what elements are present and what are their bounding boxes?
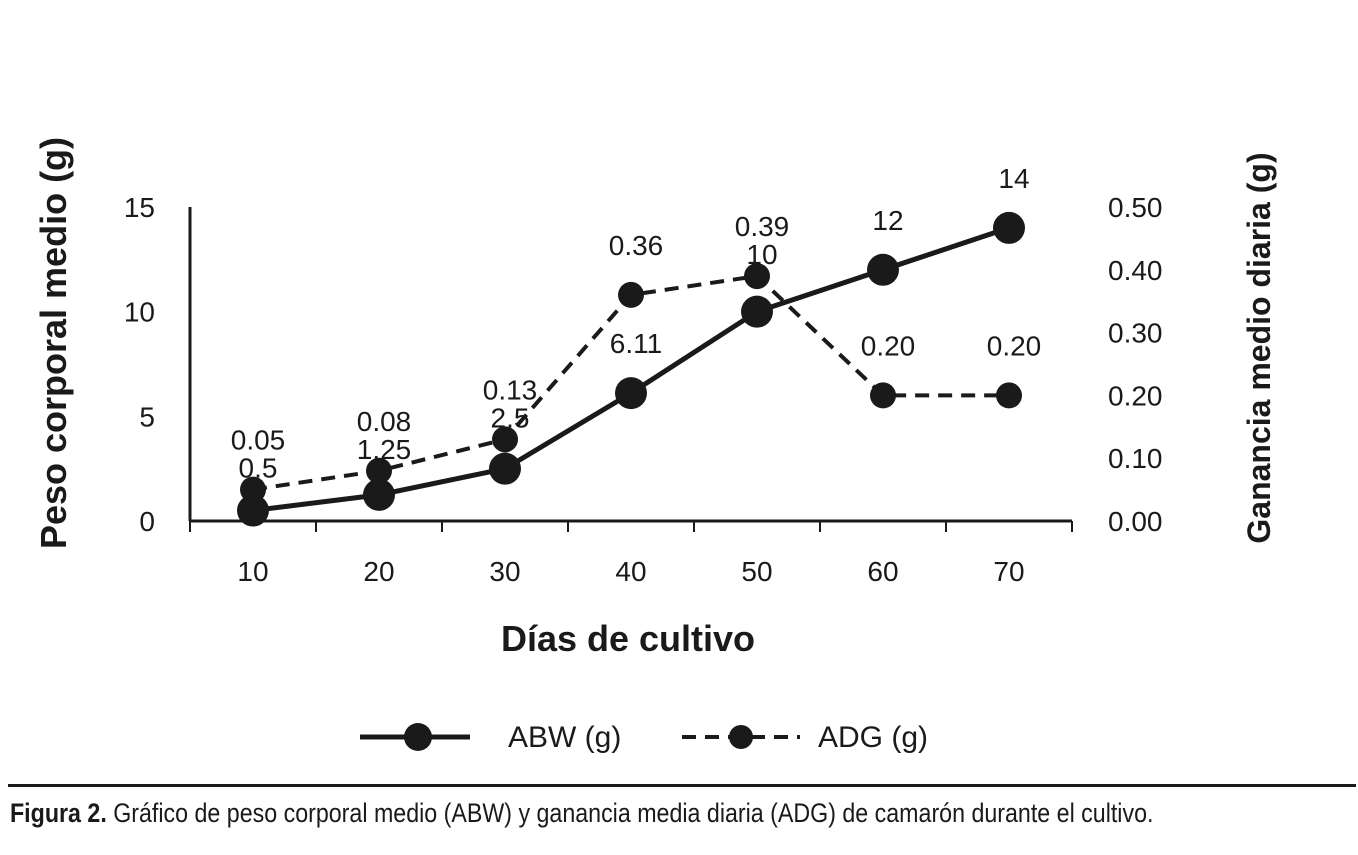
adg-legend-label: ADG (g)	[818, 721, 928, 754]
y2-tick-label: 0.40	[1108, 255, 1163, 286]
axes: 10 20 30 40 50 60 70 0 5 10 15 0.00 0.10 0.20 0.30 0.40…	[124, 192, 1163, 587]
y2-tick-label: 0.50	[1108, 192, 1163, 223]
y-tick-label: 10	[124, 297, 155, 328]
y2-axis-title: Ganancia medio diaria (g)	[1241, 152, 1277, 543]
adg-point	[492, 426, 518, 453]
x-axis-title: Días de cultivo	[501, 618, 755, 659]
y-axis-title: Peso corporal medio (g)	[33, 137, 74, 549]
adg-point	[366, 457, 392, 484]
y2-tick-label: 0.00	[1108, 506, 1163, 537]
y2-tick-label: 0.30	[1108, 318, 1163, 349]
abw-legend-marker	[404, 723, 432, 751]
abw-data-label: 2.5	[491, 402, 530, 433]
adg-legend-marker	[729, 725, 753, 749]
abw-data-label: 14	[998, 163, 1029, 194]
abw-point	[489, 452, 521, 485]
figure-caption: Figura 2. Gráfico de peso corporal medio…	[10, 798, 1167, 829]
adg-data-label: 0.20	[861, 330, 916, 361]
adg-point	[870, 382, 896, 409]
chart: 10 20 30 40 50 60 70 0 5 10 15 0.00 0.10 0.20 0.30 0.40…	[33, 137, 1277, 754]
x-tick-label: 10	[237, 556, 268, 587]
x-tick-label: 50	[741, 556, 772, 587]
x-tick-label: 70	[993, 556, 1024, 587]
abw-data-label: 6.11	[610, 328, 662, 359]
legend: ABW (g) ADG (g)	[360, 721, 928, 754]
abw-point	[741, 295, 773, 328]
adg-point	[996, 382, 1022, 409]
abw-point	[237, 494, 269, 527]
adg-data-label: 0.20	[987, 330, 1042, 361]
abw-point	[867, 253, 899, 286]
adg-point	[618, 281, 644, 308]
x-tick-label: 20	[363, 556, 394, 587]
caption-label: Figura 2.	[10, 798, 107, 828]
y2-tick-label: 0.10	[1108, 443, 1163, 474]
abw-data-label: 12	[872, 205, 903, 236]
x-tick-label: 40	[615, 556, 646, 587]
x-tick-label: 30	[489, 556, 520, 587]
abw-point	[363, 478, 395, 511]
abw-point	[615, 377, 647, 410]
adg-point	[744, 263, 770, 290]
adg-data-label: 0.05	[231, 425, 286, 456]
adg-data-label: 0.39	[735, 211, 790, 242]
caption-rule	[8, 784, 1356, 787]
y-tick-label: 15	[124, 192, 155, 223]
x-tick-label: 60	[867, 556, 898, 587]
adg-data-label: 0.08	[357, 406, 412, 437]
abw-legend-label: ABW (g)	[508, 721, 621, 754]
caption-text: Gráfico de peso corporal medio (ABW) y g…	[106, 798, 1154, 828]
abw-data-label: 10	[746, 239, 777, 270]
abw-data-label: 1.25	[357, 434, 412, 465]
data-labels: 0.5 1.25 2.5 6.11 10 12 14 0.05 0.08 0.13 0.36 0.39…	[231, 163, 1042, 484]
adg-data-label: 0.13	[483, 374, 538, 405]
y2-tick-label: 0.20	[1108, 380, 1163, 411]
abw-data-label: 0.5	[239, 453, 278, 484]
abw-point	[993, 211, 1025, 244]
series-layer	[237, 211, 1025, 527]
adg-data-label: 0.36	[609, 230, 664, 261]
y-tick-label: 0	[139, 506, 155, 537]
y-tick-label: 5	[139, 401, 155, 432]
